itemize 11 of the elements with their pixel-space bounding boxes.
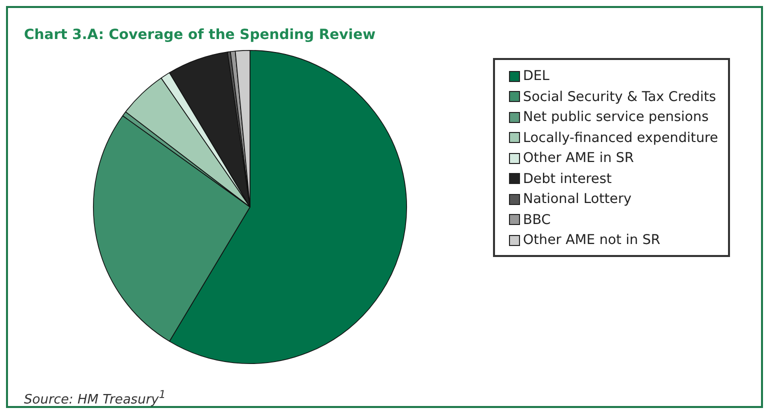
legend-label: Other AME in SR <box>523 150 634 166</box>
legend-label: Debt interest <box>523 170 612 187</box>
source-note: Source: HM Treasury$^{1}$ <box>24 388 166 408</box>
legend-label: Locally-financed expenditure <box>523 130 718 146</box>
chart-title: Chart 3.A: Coverage of the Spending Review <box>24 27 376 43</box>
legend-label: DEL <box>523 68 550 84</box>
legend-label: National Lottery <box>523 191 632 208</box>
legend-label: Net public service pensions <box>523 109 709 126</box>
legend-label: Other AME not in SR <box>523 232 660 248</box>
legend-label: Social Security & Tax Credits <box>523 88 716 105</box>
legend-label: BBC <box>523 212 551 228</box>
